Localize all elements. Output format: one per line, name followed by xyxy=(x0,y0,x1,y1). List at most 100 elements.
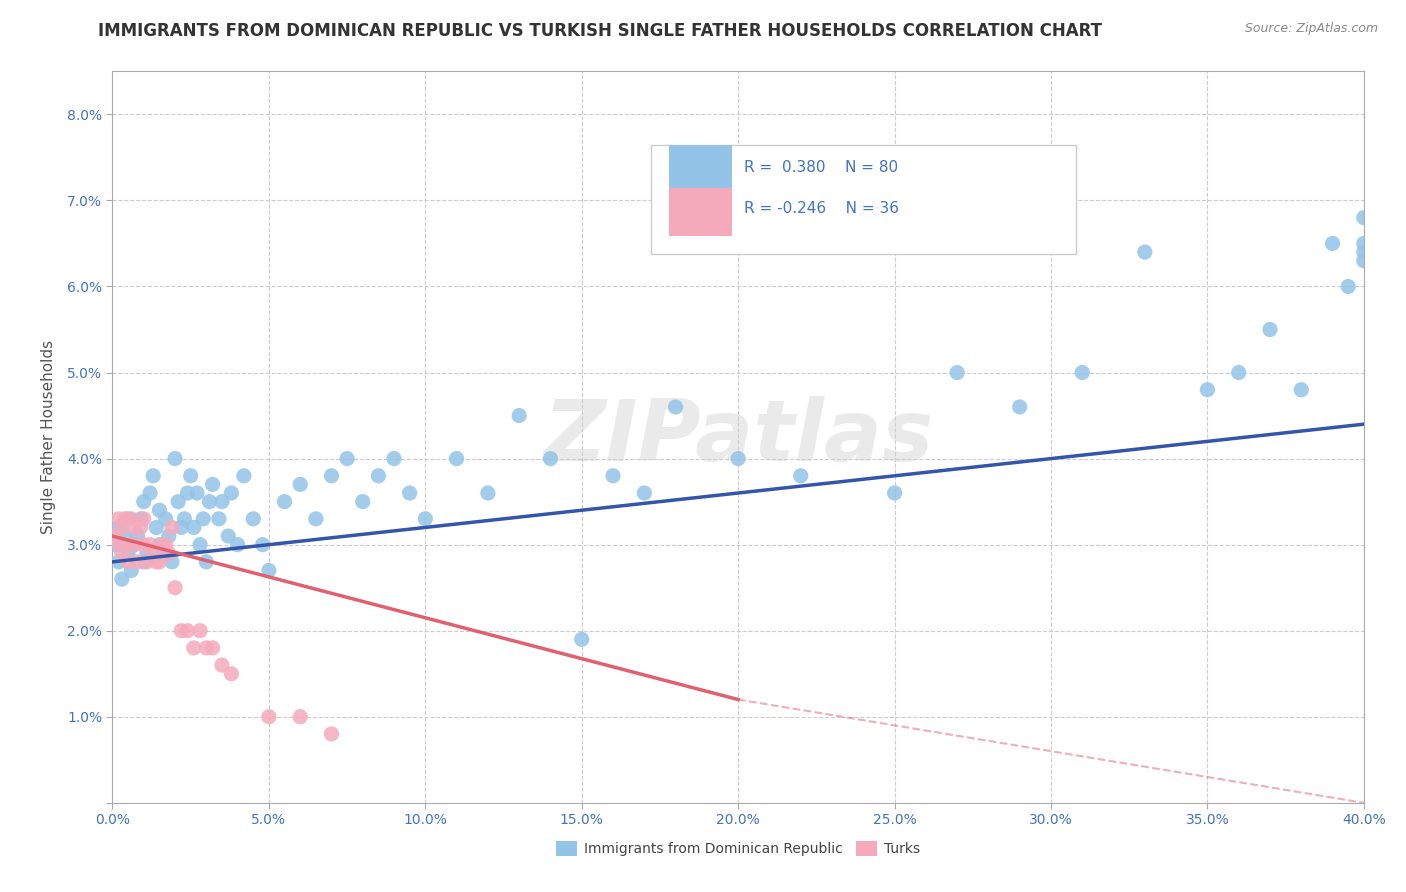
Point xyxy=(290,710,312,724)
Text: Source: ZipAtlas.com: Source: ZipAtlas.com xyxy=(1244,22,1378,36)
Point xyxy=(382,451,405,466)
Point xyxy=(132,538,155,552)
Point xyxy=(211,494,233,508)
Point xyxy=(117,555,139,569)
Point xyxy=(114,529,136,543)
Point xyxy=(157,546,180,560)
Point xyxy=(273,494,295,508)
Point xyxy=(148,538,170,552)
Point xyxy=(173,512,195,526)
Point xyxy=(257,564,280,578)
Point xyxy=(117,512,139,526)
Point xyxy=(946,366,969,380)
Point xyxy=(883,486,905,500)
Point xyxy=(148,503,170,517)
Point xyxy=(124,520,146,534)
Point xyxy=(132,494,155,508)
Point xyxy=(145,555,167,569)
Point xyxy=(193,512,215,526)
Point xyxy=(290,477,312,491)
FancyBboxPatch shape xyxy=(669,188,733,235)
Point xyxy=(188,538,211,552)
Point xyxy=(167,494,190,508)
Point xyxy=(633,486,655,500)
Point xyxy=(477,486,499,500)
Point xyxy=(446,451,468,466)
Point xyxy=(157,529,180,543)
Point xyxy=(183,520,205,534)
Point xyxy=(790,468,813,483)
Text: R = -0.246    N = 36: R = -0.246 N = 36 xyxy=(744,202,900,217)
Point xyxy=(104,538,127,552)
Point xyxy=(132,512,155,526)
Point xyxy=(198,494,221,508)
Point xyxy=(160,520,183,534)
Point xyxy=(152,546,174,560)
FancyBboxPatch shape xyxy=(651,145,1076,254)
Text: IMMIGRANTS FROM DOMINICAN REPUBLIC VS TURKISH SINGLE FATHER HOUSEHOLDS CORRELATI: IMMIGRANTS FROM DOMINICAN REPUBLIC VS TU… xyxy=(98,22,1102,40)
Point xyxy=(176,486,198,500)
Point xyxy=(201,640,224,655)
Point xyxy=(195,555,218,569)
Point xyxy=(321,468,343,483)
Point xyxy=(336,451,359,466)
Point xyxy=(664,400,686,414)
Point xyxy=(367,468,389,483)
Point xyxy=(195,640,218,655)
Point xyxy=(180,468,202,483)
Point xyxy=(186,486,208,500)
Point xyxy=(104,529,127,543)
Point xyxy=(211,658,233,673)
Point xyxy=(107,520,129,534)
Point xyxy=(132,555,155,569)
Point xyxy=(305,512,328,526)
Point xyxy=(1227,366,1250,380)
Legend: Immigrants from Dominican Republic, Turks: Immigrants from Dominican Republic, Turk… xyxy=(550,836,927,862)
Point xyxy=(163,451,186,466)
Point xyxy=(129,520,152,534)
Point xyxy=(1353,245,1375,260)
Point xyxy=(242,512,264,526)
Point xyxy=(135,546,157,560)
Point xyxy=(160,555,183,569)
Point xyxy=(1353,253,1375,268)
Point xyxy=(1337,279,1360,293)
Point xyxy=(155,512,177,526)
Text: R =  0.380    N = 80: R = 0.380 N = 80 xyxy=(744,161,898,176)
Point xyxy=(139,538,162,552)
Point xyxy=(257,710,280,724)
Point xyxy=(145,520,167,534)
Point xyxy=(1008,400,1031,414)
Point xyxy=(129,512,152,526)
Point xyxy=(1353,236,1375,251)
Y-axis label: Single Father Households: Single Father Households xyxy=(41,340,56,534)
Point xyxy=(127,529,149,543)
Point xyxy=(221,666,243,681)
Point xyxy=(232,468,254,483)
Point xyxy=(107,538,129,552)
Point xyxy=(1133,245,1156,260)
Point xyxy=(217,529,239,543)
Point xyxy=(188,624,211,638)
Point xyxy=(111,546,134,560)
Point xyxy=(117,538,139,552)
Point xyxy=(124,538,146,552)
Point xyxy=(176,624,198,638)
Point xyxy=(602,468,624,483)
Point xyxy=(139,486,162,500)
Point xyxy=(1291,383,1313,397)
Point xyxy=(163,581,186,595)
Point xyxy=(111,520,134,534)
Point xyxy=(120,512,142,526)
Point xyxy=(252,538,274,552)
Point xyxy=(398,486,420,500)
Point xyxy=(540,451,562,466)
Point xyxy=(124,538,146,552)
Point xyxy=(208,512,231,526)
FancyBboxPatch shape xyxy=(669,145,733,192)
Point xyxy=(352,494,374,508)
Point xyxy=(114,512,136,526)
Point xyxy=(221,486,243,500)
Point xyxy=(415,512,437,526)
Point xyxy=(201,477,224,491)
